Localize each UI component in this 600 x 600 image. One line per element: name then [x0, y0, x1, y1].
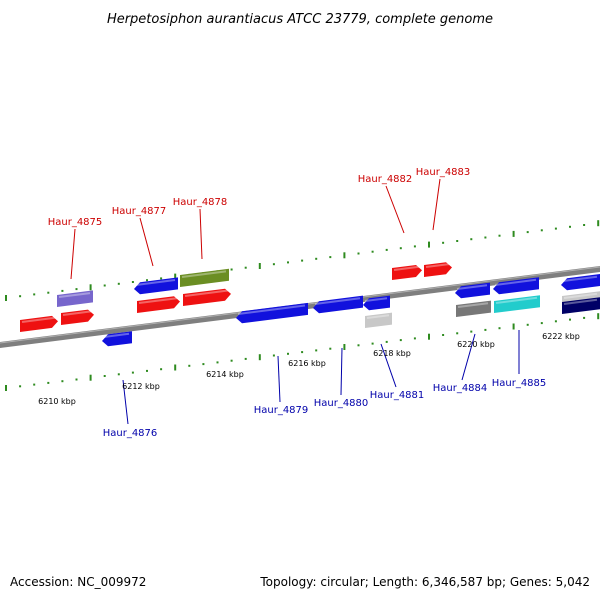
gene-arrow-haur-4877[interactable]	[134, 277, 178, 295]
gene-arrow-haur-4886[interactable]	[561, 274, 600, 291]
gene-arrow-haur-4878[interactable]	[180, 268, 229, 287]
kbp-label: 6216 kbp	[288, 359, 326, 368]
kbp-label: 6214 kbp	[206, 370, 244, 379]
gene-label-haur-4876[interactable]: Haur_4876	[103, 428, 158, 439]
gene-label-haur-4879[interactable]: Haur_4879	[254, 405, 309, 416]
reverse-gene-labels: Haur_4876 Haur_4879 Haur_4880 Haur_4881 …	[103, 330, 547, 439]
gene-arrow-haur-4880[interactable]	[313, 295, 363, 314]
gene-label-haur-4882[interactable]: Haur_4882	[358, 174, 413, 185]
kbp-label: 6210 kbp	[38, 397, 76, 406]
gene-label-haur-4880[interactable]: Haur_4880	[314, 398, 369, 409]
gene-arrow-haur-4882[interactable]	[392, 265, 422, 280]
gene-arrow-haur-4884[interactable]	[455, 282, 490, 299]
gene-arrow-haur-4879[interactable]	[236, 302, 308, 324]
gene-label-haur-4884[interactable]: Haur_4884	[433, 383, 488, 394]
accession-text: Accession: NC_009972	[10, 575, 146, 589]
gene-arrow-haur-4876[interactable]	[102, 331, 132, 347]
gene-arrow-haur-4881b[interactable]	[365, 312, 392, 328]
kbp-label: 6222 kbp	[542, 332, 580, 341]
gene-arrow-haur-4878b[interactable]	[183, 288, 231, 306]
gene-arrow-haur-4875[interactable]	[57, 290, 93, 307]
topology-summary: Topology: circular; Length: 6,346,587 bp…	[259, 575, 590, 589]
gene-arrow-haur-4874[interactable]	[20, 315, 58, 332]
lower-tick-track	[5, 313, 600, 391]
gene-features	[20, 262, 600, 347]
kbp-label: 6212 kbp	[122, 382, 160, 391]
kbp-labels: 6210 kbp 6212 kbp 6214 kbp 6216 kbp 6218…	[38, 332, 580, 406]
gene-label-haur-4885[interactable]: Haur_4885	[492, 378, 547, 389]
gene-arrow-haur-4885b[interactable]	[494, 295, 540, 313]
kbp-label: 6220 kbp	[457, 340, 495, 349]
page-title: Herpetosiphon aurantiacus ATCC 23779, co…	[107, 12, 493, 27]
gene-arrow-haur-4884b[interactable]	[456, 300, 491, 317]
upper-tick-track	[5, 220, 600, 301]
kbp-label: 6218 kbp	[373, 349, 411, 358]
gene-arrow-haur-4885[interactable]	[493, 277, 539, 295]
gene-arrow-haur-4881[interactable]	[363, 295, 390, 311]
gene-label-haur-4875[interactable]: Haur_4875	[48, 217, 103, 228]
forward-gene-labels: Haur_4875 Haur_4877 Haur_4878 Haur_4882 …	[48, 167, 471, 280]
gene-arrow-haur-4874b[interactable]	[61, 309, 94, 325]
gene-arrow-haur-4883[interactable]	[424, 262, 452, 277]
gene-label-haur-4878[interactable]: Haur_4878	[173, 197, 228, 208]
gene-arrow-haur-4877b[interactable]	[137, 296, 180, 313]
gene-label-haur-4881[interactable]: Haur_4881	[370, 390, 425, 401]
gene-label-haur-4877[interactable]: Haur_4877	[112, 206, 167, 217]
gene-label-haur-4883[interactable]: Haur_4883	[416, 167, 471, 178]
gene-arrow-haur-4886c[interactable]	[562, 297, 600, 314]
